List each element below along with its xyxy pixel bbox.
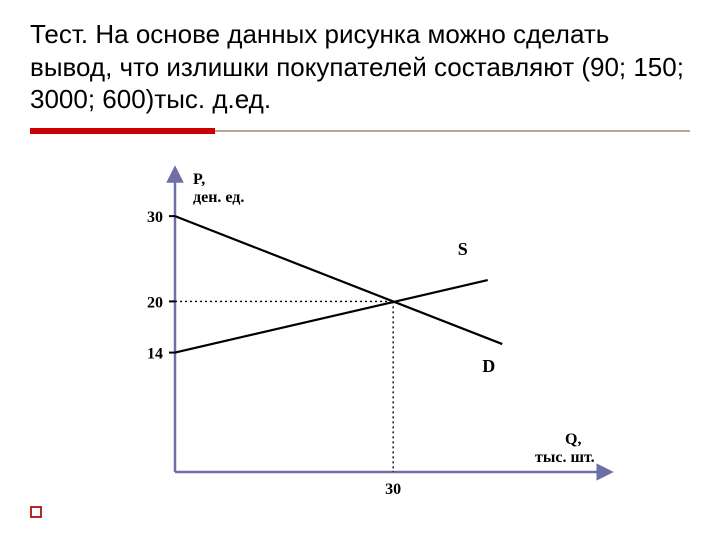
demand-line (175, 216, 502, 344)
supply-line (175, 280, 488, 353)
y-tick-label-30: 30 (147, 209, 163, 226)
slide: Тест. На основе данных рисунка можно сде… (0, 0, 720, 540)
x-tick-label-30: 30 (385, 481, 401, 498)
divider-rest (215, 130, 690, 132)
series-label-S: S (458, 239, 468, 259)
footer-bullet-icon (30, 506, 42, 518)
y-axis-label-2: ден. ед. (193, 189, 244, 206)
series-label-D: D (482, 356, 495, 376)
y-axis-label-1: P, (193, 171, 205, 188)
y-tick-label-14: 14 (147, 345, 163, 362)
x-axis-label-1: Q, (565, 431, 581, 448)
chart-svg: P, ден. ед. Q, тыс. шт. 30 20 14 30 S D (80, 152, 640, 522)
title-divider (30, 128, 690, 134)
x-axis-label-2: тыс. шт. (535, 449, 595, 466)
supply-demand-chart: P, ден. ед. Q, тыс. шт. 30 20 14 30 S D (80, 152, 640, 522)
y-tick-label-20: 20 (147, 294, 163, 311)
slide-title: Тест. На основе данных рисунка можно сде… (30, 18, 690, 116)
divider-accent (30, 128, 215, 134)
